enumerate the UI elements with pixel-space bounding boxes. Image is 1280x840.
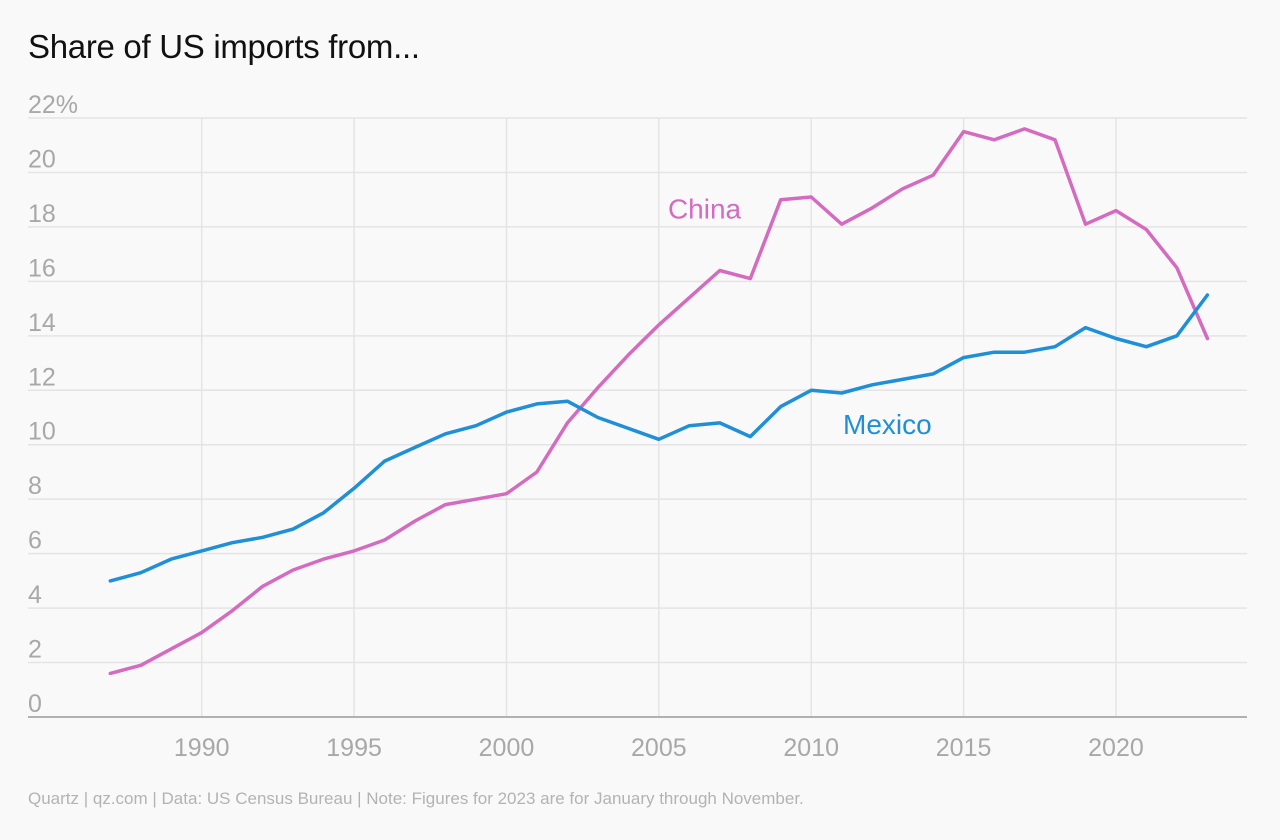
series-line-mexico [108,293,1210,583]
source-footer: Quartz | qz.com | Data: US Census Bureau… [28,789,804,808]
y-axis-tick-labels: 0 2 4 6 8 10 12 14 16 18 20 22% [28,91,78,718]
series-label-mexico: Mexico [843,409,932,440]
y-tick-label: 6 [28,527,42,555]
series-label-china: China [668,194,742,225]
vertical-gridlines [200,118,1117,717]
x-tick-label: 2020 [1088,734,1144,762]
x-tick-label: 2015 [936,734,992,762]
x-axis-tick-labels: 1990 1995 2000 2005 2010 2015 2020 [174,734,1144,762]
x-tick-label: 2000 [479,734,535,762]
y-tick-label: 10 [28,418,56,446]
y-tick-label: 0 [28,690,42,718]
horizontal-gridlines [28,117,1247,664]
y-tick-label: 4 [28,581,42,609]
y-tick-label: 16 [28,254,56,282]
y-tick-label: 12 [28,363,56,391]
y-tick-label: 22% [28,91,78,119]
x-tick-label: 2010 [783,734,839,762]
y-tick-label: 14 [28,309,56,337]
x-tick-label: 1990 [174,734,230,762]
series-lines [108,127,1210,676]
y-tick-label: 20 [28,145,56,173]
series-line-china [108,127,1210,676]
y-tick-label: 2 [28,636,42,664]
y-tick-label: 8 [28,472,42,500]
chart-title: Share of US imports from... [28,28,420,65]
x-tick-label: 1995 [326,734,382,762]
x-tick-label: 2005 [631,734,687,762]
series-labels: China Mexico [668,194,932,440]
y-tick-label: 18 [28,200,56,228]
